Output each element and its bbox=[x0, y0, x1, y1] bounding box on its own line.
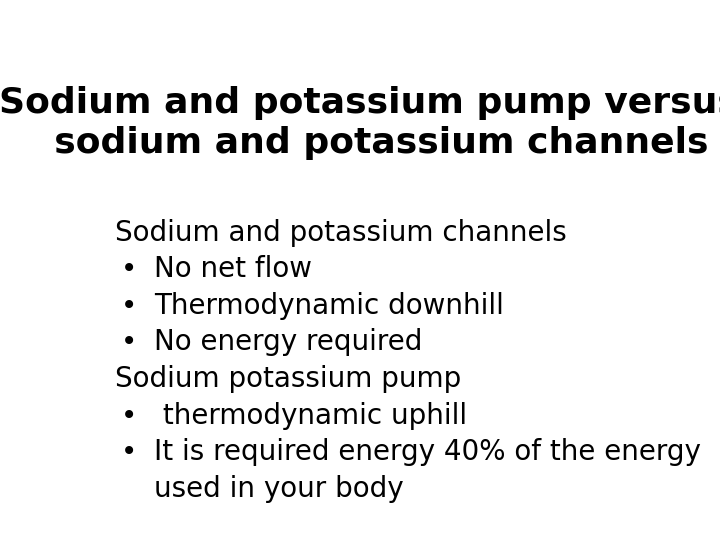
Text: Sodium potassium pump: Sodium potassium pump bbox=[115, 365, 462, 393]
Text: It is required energy 40% of the energy: It is required energy 40% of the energy bbox=[154, 438, 701, 466]
Text: •: • bbox=[121, 255, 137, 284]
Text: •: • bbox=[121, 292, 137, 320]
Text: Sodium and potassium pump versus
  sodium and potassium channels: Sodium and potassium pump versus sodium … bbox=[0, 85, 720, 160]
Text: •: • bbox=[121, 402, 137, 430]
Text: •: • bbox=[121, 438, 137, 466]
Text: Sodium and potassium channels: Sodium and potassium channels bbox=[115, 219, 567, 247]
Text: used in your body: used in your body bbox=[154, 475, 404, 503]
Text: No energy required: No energy required bbox=[154, 328, 423, 356]
Text: No net flow: No net flow bbox=[154, 255, 312, 284]
Text: Thermodynamic downhill: Thermodynamic downhill bbox=[154, 292, 504, 320]
Text: •: • bbox=[121, 328, 137, 356]
Text: thermodynamic uphill: thermodynamic uphill bbox=[154, 402, 467, 430]
